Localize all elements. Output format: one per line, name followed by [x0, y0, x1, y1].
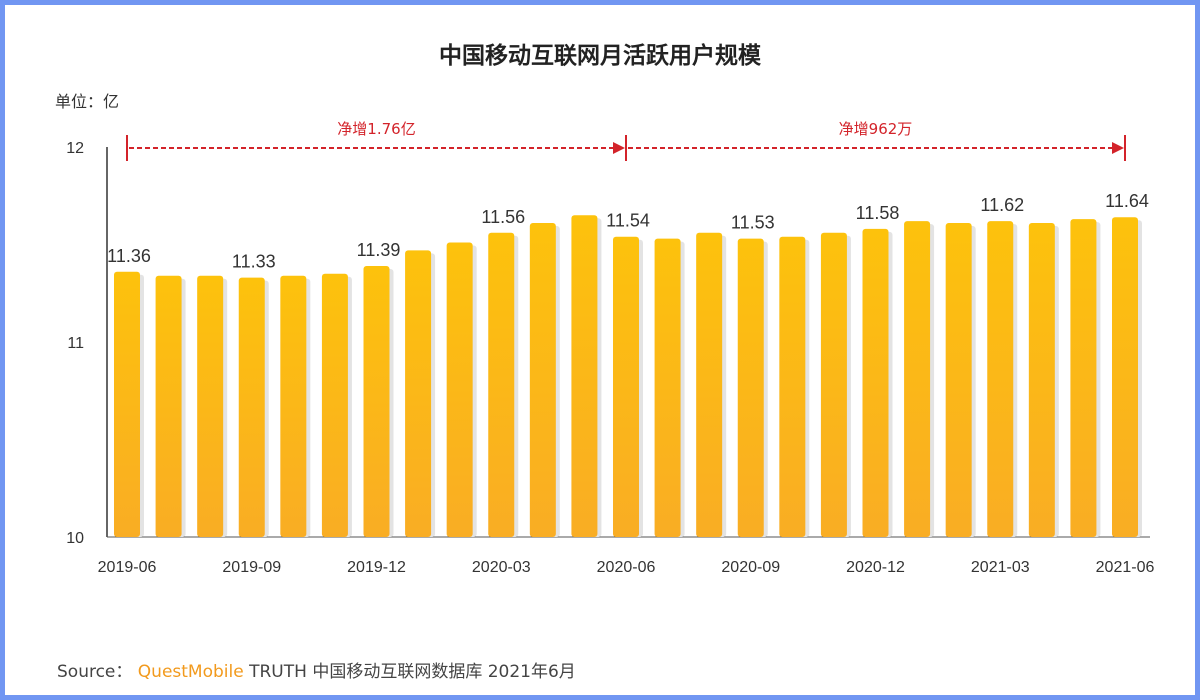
- y-tick-label: 11: [67, 335, 84, 352]
- bar-2020-03: [488, 232, 515, 538]
- bar-2019-08: [197, 275, 224, 537]
- bar-2021-02: [945, 223, 972, 538]
- bar-2019-10: [280, 275, 307, 537]
- data-label: 11.53: [731, 213, 775, 233]
- data-label: 11.56: [481, 207, 525, 227]
- data-label: 11.58: [856, 203, 900, 223]
- x-tick-label: 2020-06: [597, 559, 656, 576]
- x-tick-label: 2020-03: [472, 559, 531, 576]
- bar-2019-06: [114, 271, 140, 537]
- bar-2020-11: [820, 232, 847, 538]
- source-brand: QuestMobile: [137, 662, 244, 682]
- data-label: 11.54: [606, 211, 650, 231]
- x-tick-label: 2019-06: [98, 559, 157, 576]
- y-tick-label: 10: [66, 530, 84, 547]
- bar-2020-02: [446, 242, 473, 538]
- bar-2020-10: [779, 236, 806, 537]
- x-tick-label: 2021-06: [1096, 559, 1155, 576]
- bar-2020-06: [613, 236, 639, 537]
- data-label: 11.39: [357, 240, 401, 260]
- x-tick-label: 2020-09: [721, 559, 780, 576]
- annotation-label: 净增1.76亿: [337, 120, 415, 138]
- annotation-label: 净增962万: [839, 120, 913, 138]
- bar-2020-09: [737, 238, 764, 537]
- bar-2020-04: [529, 223, 556, 538]
- chart-title: 中国移动互联网月活跃用户规模: [439, 43, 761, 69]
- bar-2021-01: [904, 221, 931, 537]
- y-tick-label: 12: [66, 140, 84, 157]
- bar-2021-05: [1070, 219, 1097, 537]
- data-label: 11.33: [232, 252, 276, 272]
- bar-2021-03: [987, 221, 1014, 537]
- bar-2020-08: [696, 232, 723, 538]
- bar-2020-12: [862, 228, 889, 537]
- bar-2019-07: [155, 275, 182, 537]
- x-tick-label: 2021-03: [971, 559, 1030, 576]
- bar-2021-06: [1112, 217, 1138, 537]
- bar-2020-01: [405, 250, 432, 537]
- x-tick-label: 2020-12: [846, 559, 905, 576]
- bar-2021-04: [1028, 223, 1055, 538]
- data-label: 11.62: [980, 195, 1024, 215]
- bar-2020-05: [571, 215, 598, 537]
- bar-2019-12: [363, 265, 390, 537]
- bar-2019-11: [321, 273, 348, 537]
- x-tick-label: 2019-12: [347, 559, 406, 576]
- x-tick-label: 2019-09: [222, 559, 281, 576]
- source-note: Source： QuestMobile TRUTH 中国移动互联网数据库 202…: [57, 657, 576, 682]
- bar-2019-09: [238, 277, 265, 537]
- source-label: Source：: [57, 662, 133, 682]
- bar-2020-07: [654, 238, 681, 537]
- data-label: 11.36: [107, 246, 151, 266]
- source-text: TRUTH 中国移动互联网数据库 2021年6月: [249, 662, 576, 682]
- data-label: 11.64: [1105, 191, 1149, 211]
- unit-label: 单位：亿: [55, 92, 120, 111]
